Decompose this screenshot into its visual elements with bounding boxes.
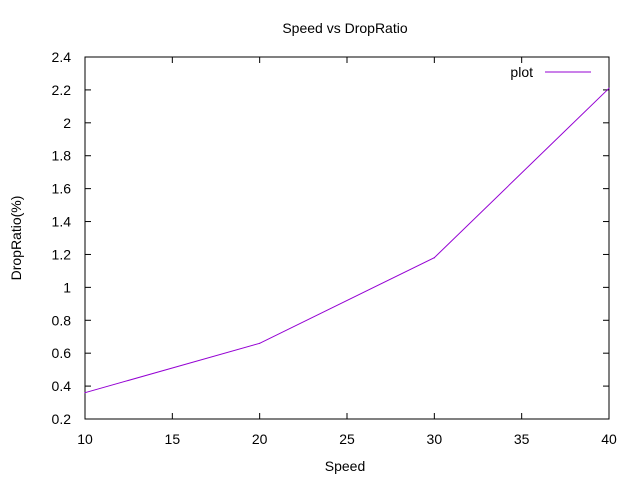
x-axis-label: Speed [325, 458, 365, 474]
y-tick-label: 1 [63, 279, 71, 295]
y-tick-label: 1.6 [52, 181, 72, 197]
plot-frame [84, 56, 610, 420]
y-tick-label: 2.2 [52, 82, 72, 98]
x-tick-label: 15 [165, 431, 181, 447]
y-tick-label: 0.4 [52, 378, 72, 394]
x-tick-label: 40 [601, 431, 617, 447]
series-line [84, 87, 610, 394]
y-axis-label: DropRatio(%) [8, 196, 24, 281]
x-axis: 10 15 20 25 30 35 40 [77, 57, 617, 447]
y-tick-label: 1.8 [52, 148, 72, 164]
y-tick-label: 0.2 [52, 411, 72, 427]
legend: plot [510, 64, 591, 80]
y-tick-label: 1.2 [52, 246, 72, 262]
x-tick-label: 35 [514, 431, 530, 447]
y-tick-label: 0.6 [52, 345, 72, 361]
data-point [433, 257, 435, 259]
series-layer [84, 87, 610, 394]
y-tick-label: 2 [63, 115, 71, 131]
y-tick-label: 0.8 [52, 312, 72, 328]
x-tick-label: 25 [339, 431, 355, 447]
legend-label: plot [510, 64, 533, 80]
x-tick-label: 10 [77, 431, 93, 447]
data-point [84, 392, 86, 394]
x-tick-label: 30 [427, 431, 443, 447]
chart-title: Speed vs DropRatio [282, 20, 408, 36]
y-tick-label: 1.4 [52, 214, 72, 230]
data-point [608, 87, 610, 89]
data-point [259, 342, 261, 344]
y-axis: 0.2 0.4 0.6 0.8 1 1.2 1.4 1.6 1.8 2 2.2 2.4 [52, 49, 609, 427]
y-tick-label: 2.4 [52, 49, 72, 65]
x-tick-label: 20 [252, 431, 268, 447]
